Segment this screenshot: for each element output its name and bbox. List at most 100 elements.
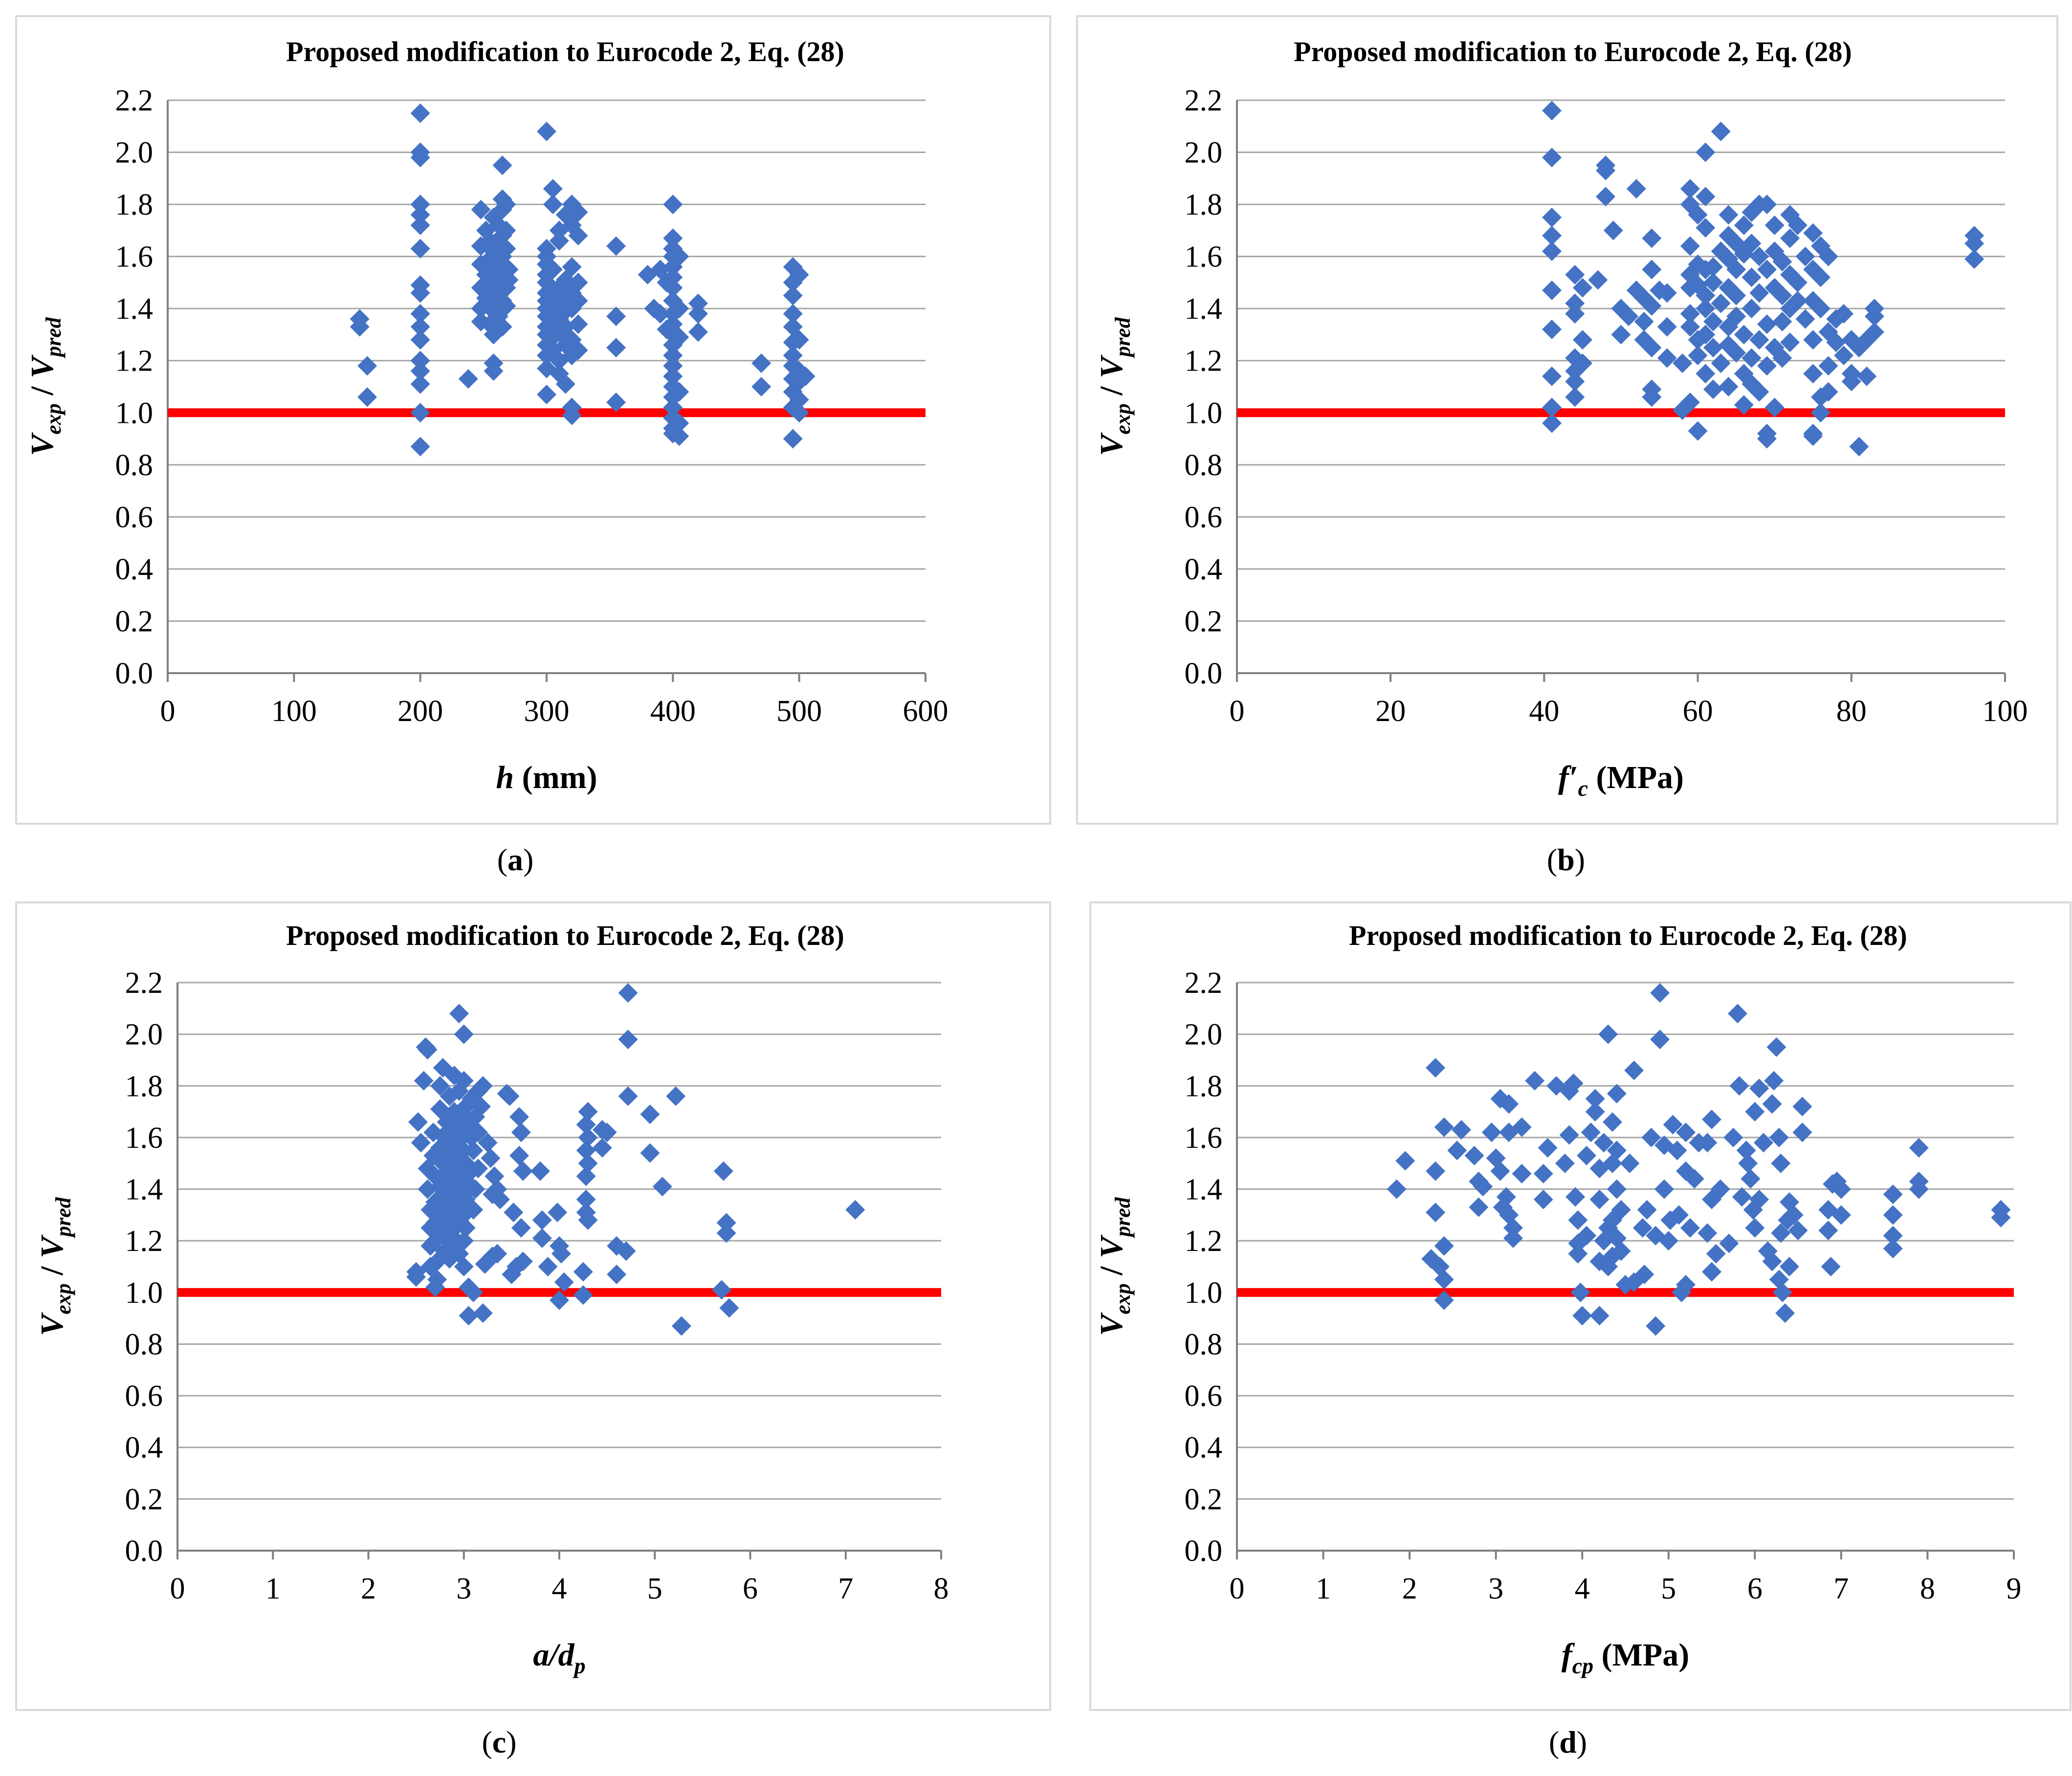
chart-frame (15, 15, 1051, 825)
data-point (1581, 1122, 1601, 1142)
data-point (1703, 379, 1723, 399)
data-point (1503, 1218, 1523, 1238)
data-point (1697, 1223, 1718, 1243)
data-point (1831, 1179, 1851, 1199)
data-point (1585, 1089, 1605, 1109)
data-point (1490, 1161, 1510, 1181)
data-point (1719, 205, 1739, 225)
data-point (568, 272, 588, 292)
data-point (1667, 1140, 1687, 1161)
data-point (418, 1040, 438, 1060)
data-point (411, 1133, 431, 1153)
data-point (513, 1251, 533, 1272)
data-point (1745, 1218, 1765, 1238)
data-point (410, 205, 430, 225)
data-point (492, 155, 512, 175)
data-point (1769, 1127, 1789, 1147)
data-point (1831, 1205, 1851, 1225)
data-point (1680, 1218, 1700, 1238)
data-point (1696, 364, 1716, 384)
data-point (1795, 309, 1815, 329)
data-point (1434, 1290, 1454, 1310)
data-point (783, 304, 803, 324)
data-point (845, 1200, 865, 1220)
data-point (576, 1115, 596, 1135)
data-point (1596, 187, 1616, 207)
data-point (1803, 426, 1823, 446)
data-point (350, 317, 370, 337)
data-point (719, 1298, 739, 1318)
data-point (1650, 983, 1670, 1003)
data-point (1834, 304, 1854, 324)
data-point (1762, 1094, 1782, 1114)
data-point (1542, 366, 1562, 386)
data-point (1533, 1163, 1553, 1184)
data-point (1542, 280, 1562, 300)
data-point (1734, 395, 1754, 415)
data-point (357, 387, 377, 407)
x-tick-label: 0 (1230, 695, 1245, 728)
data-point (410, 304, 430, 324)
data-point (783, 429, 803, 449)
x-tick-label: 0 (1230, 1572, 1245, 1605)
data-point (1864, 322, 1884, 342)
data-point (1387, 1179, 1407, 1199)
data-point (1473, 1177, 1493, 1197)
y-tick-label: 0.8 (1185, 449, 1223, 482)
x-axis-label: f′c (MPa) (1558, 760, 1684, 801)
data-point (1857, 366, 1877, 386)
data-point (1611, 1241, 1631, 1261)
y-tick-label: 1.8 (125, 1070, 163, 1103)
data-point (1673, 353, 1693, 373)
data-point (410, 103, 430, 123)
data-point (1603, 220, 1623, 241)
panel-caption: (c) (482, 1725, 516, 1759)
data-point (1772, 285, 1792, 306)
data-point (1702, 1109, 1722, 1129)
data-point (1818, 382, 1838, 402)
y-tick-label: 0.0 (115, 657, 154, 690)
data-point (1792, 1096, 1812, 1117)
data-point (427, 1270, 447, 1290)
data-point (543, 195, 563, 215)
data-point (1542, 101, 1562, 121)
data-point (1641, 1127, 1661, 1147)
data-point (1726, 307, 1746, 327)
data-point (1596, 160, 1616, 180)
data-point (1542, 207, 1562, 227)
x-tick-label: 4 (552, 1572, 567, 1605)
data-point (1688, 205, 1708, 225)
data-point (1620, 1153, 1640, 1173)
data-point (663, 346, 683, 366)
data-point (1810, 299, 1830, 319)
data-point (1883, 1226, 1903, 1246)
data-point (1611, 1200, 1631, 1220)
data-point (640, 1143, 660, 1163)
y-tick-label: 2.0 (125, 1018, 163, 1052)
data-point (1741, 267, 1762, 287)
data-point (471, 1096, 491, 1117)
data-point (576, 1140, 596, 1161)
y-tick-label: 2.2 (125, 966, 163, 1000)
x-tick-label: 60 (1683, 695, 1713, 728)
data-point (1542, 241, 1562, 261)
data-point (783, 346, 803, 366)
data-point (509, 1107, 529, 1127)
data-point (1792, 1122, 1812, 1142)
data-point (671, 1316, 691, 1336)
data-point (1589, 1306, 1609, 1326)
data-point (618, 983, 638, 1003)
data-point (454, 1231, 474, 1251)
data-point (1426, 1203, 1446, 1223)
data-point (471, 199, 491, 219)
data-point (492, 317, 512, 337)
data-point (1572, 353, 1592, 373)
data-point (1772, 311, 1792, 331)
data-point (688, 304, 708, 324)
x-tick-label: 100 (1983, 695, 2028, 728)
data-point (1818, 246, 1838, 266)
data-point (568, 314, 588, 334)
data-point (1663, 1115, 1683, 1135)
data-point (410, 374, 430, 394)
data-point (1572, 278, 1592, 298)
